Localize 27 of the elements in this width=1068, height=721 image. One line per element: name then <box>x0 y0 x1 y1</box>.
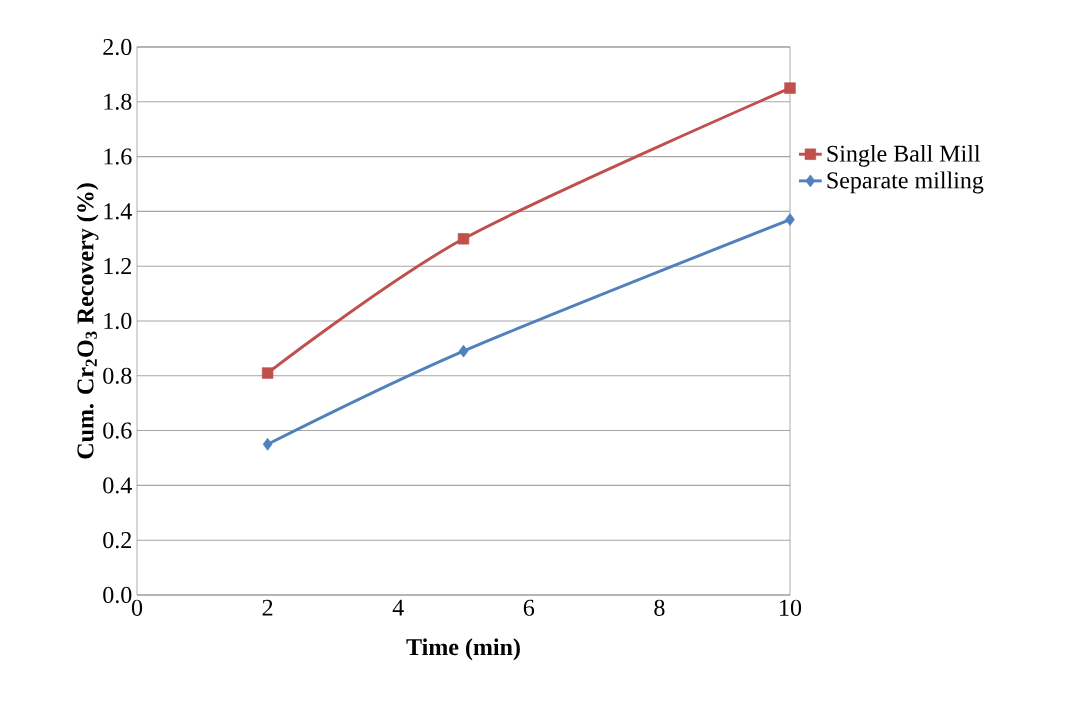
x-tick-label: 4 <box>392 599 404 616</box>
y-axis-title: Cum. Cr$_{2}$O$_{3}$ Recovery (%) <box>76 183 99 459</box>
legend-label: Separate milling <box>827 171 984 194</box>
y-tick-label: 0.2 <box>103 532 131 549</box>
x-tick-label: 0 <box>131 599 143 616</box>
y-tick-label: 0.6 <box>103 422 132 439</box>
y-tick-label: 0.4 <box>103 477 132 494</box>
y-tick-label: 1.8 <box>104 93 132 110</box>
y-tick-label: 1.4 <box>104 203 132 220</box>
point <box>785 213 795 226</box>
y-tick-label: 0.0 <box>103 586 132 604</box>
x-tick-label: 8 <box>654 599 665 616</box>
point <box>457 233 470 245</box>
y-tick-label: 1.6 <box>104 148 132 165</box>
y-tick-label: 0.8 <box>103 367 132 384</box>
point <box>784 82 796 94</box>
x-tick-label: 2 <box>262 599 273 616</box>
x-axis-title: Time (min) <box>406 638 520 661</box>
point <box>262 437 273 451</box>
legend-label: Single Ball Mill <box>827 144 981 167</box>
y-tick-label: 2.0 <box>103 38 132 56</box>
x-tick-label: 6 <box>523 599 535 616</box>
point <box>458 344 469 358</box>
y-tick-label: 1.0 <box>104 312 132 330</box>
point <box>261 367 274 379</box>
x-tick-label: 10 <box>780 599 802 616</box>
y-tick-label: 1.2 <box>104 258 131 275</box>
